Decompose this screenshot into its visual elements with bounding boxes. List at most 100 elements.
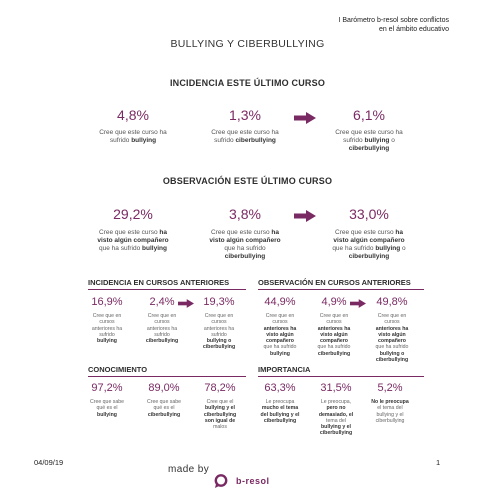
desc-strong: bullying	[97, 338, 117, 345]
observacion-total-desc: Cree que este curso ha visto algún compa…	[314, 229, 424, 261]
desc-strong: visto algún	[266, 331, 294, 338]
desc-line: Cree que sabe	[146, 399, 182, 405]
desc-strong: ciberbullying	[317, 350, 351, 357]
desc-line: visto algún	[369, 332, 415, 338]
heading-underline	[258, 289, 424, 290]
desc-text: que ha sufrido	[332, 245, 376, 252]
desc-line: que ha sufrido bullying o	[314, 245, 424, 253]
desc-line: anteriores ha	[257, 326, 303, 332]
desc-line: anteriores ha	[91, 325, 123, 332]
desc-line: bullying	[84, 338, 130, 344]
desc-line: compañero	[311, 338, 357, 344]
desc-strong: ciberbullying	[348, 145, 390, 152]
desc-line: bullying y el	[197, 405, 243, 411]
observacion-ciberbullying-value: 3,8%	[229, 206, 261, 222]
footer-date: 04/09/19	[34, 458, 64, 467]
desc-line: Cree que en	[319, 313, 349, 319]
desc-line: Cree que en	[204, 313, 234, 319]
obs-anteriores-bullying-desc: Cree que en cursos anteriores ha visto a…	[257, 313, 303, 357]
desc-line: demasiado, el	[313, 412, 359, 418]
desc-strong: ha	[395, 229, 403, 236]
desc-text: Cree que este curso	[211, 229, 272, 236]
desc-strong: bullying	[270, 350, 290, 357]
desc-line: visto algún compañero	[78, 237, 188, 245]
obs-anteriores-total-value: 49,8%	[376, 296, 408, 308]
conocimiento-heading: CONOCIMIENTO	[88, 365, 148, 374]
importancia-poco-value: 31,5%	[320, 382, 352, 394]
conocimiento-ciberbullying-value: 89,0%	[148, 382, 180, 394]
incidencia-total-value: 6,1%	[353, 107, 385, 123]
desc-strong: pero no	[326, 405, 346, 412]
desc-strong: ciberbullying	[145, 338, 179, 345]
desc-strong: visto algún	[320, 331, 348, 338]
desc-text: Cree que este curso	[335, 229, 396, 236]
desc-strong: ciberbullying	[202, 344, 236, 351]
conocimiento-bullying-value: 97,2%	[91, 382, 123, 394]
desc-line: ciberbullying	[141, 412, 187, 418]
desc-line: Cree que en	[265, 313, 295, 319]
desc-line: ciberbullying	[139, 338, 185, 344]
desc-text: sufrido	[214, 137, 236, 144]
conocimiento-igual-desc: Cree que el bullying y el ciberbullying …	[197, 399, 243, 430]
made-by-label: made by	[168, 464, 210, 475]
conocimiento-ciberbullying-desc: Cree que sabe qué es el ciberbullying	[141, 399, 187, 418]
desc-line: sufrido	[99, 331, 115, 338]
desc-text: o	[389, 137, 395, 144]
desc-strong: ciberbullying	[224, 253, 266, 260]
desc-line: bullying	[257, 351, 303, 357]
desc-line: anteriores ha	[146, 325, 178, 332]
desc-strong: visto algún compañero	[97, 237, 169, 244]
importancia-nada-desc: No le preocupa el tema del bullying y el…	[367, 399, 413, 424]
inc-anteriores-bullying-value: 16,9%	[91, 296, 123, 308]
desc-line: Cree que este curso ha	[211, 129, 279, 136]
incidencia-ciberbullying-desc: Cree que este curso ha sufrido ciberbull…	[190, 129, 300, 145]
desc-line: del bullying y el	[257, 412, 303, 418]
desc-line: bullying o	[196, 338, 242, 344]
desc-line: ciberbullying	[375, 417, 405, 424]
desc-line: que ha sufrido	[317, 344, 351, 351]
report-header-line2: en el ámbito educativo	[378, 26, 449, 33]
observacion-ciberbullying-desc: Cree que este curso ha visto algún compa…	[190, 229, 300, 261]
desc-strong: compañero	[320, 338, 348, 345]
desc-strong: compañero	[378, 338, 406, 345]
desc-strong: No le preocupa	[371, 399, 409, 405]
desc-line: que ha sufrido	[190, 245, 300, 253]
desc-line: sufrido	[154, 331, 170, 338]
desc-line: tema del	[326, 417, 346, 424]
desc-strong: ciberbullying	[348, 253, 390, 260]
page-title: BULLYING Y CIBERBULLYING	[170, 38, 325, 50]
heading-underline	[258, 376, 424, 377]
report-header-line1: I Barómetro b-resol sobre conflictos	[338, 17, 450, 24]
desc-line: cursos	[154, 319, 170, 326]
desc-line: visto algún compañero	[190, 237, 300, 245]
obs-anteriores-total-desc: Cree que en cursos anteriores ha visto a…	[369, 313, 415, 363]
desc-line: visto algún compañero	[314, 237, 424, 245]
arrow-right-icon	[294, 112, 316, 124]
desc-line: Cree que este curso ha	[314, 229, 424, 237]
desc-strong: bullying	[375, 245, 401, 252]
desc-line: Cree que este curso ha	[335, 129, 403, 136]
desc-line: que ha sufrido	[263, 344, 297, 351]
inc-anteriores-bullying-desc: Cree que en cursos anteriores ha sufrido…	[84, 313, 130, 344]
desc-text: o	[400, 245, 406, 252]
report-header: I Barómetro b-resol sobre conflictos en …	[274, 16, 450, 34]
desc-line: cursos	[211, 319, 227, 326]
arrow-right-icon	[350, 299, 366, 308]
desc-line: sufrido ciberbullying	[190, 137, 300, 145]
desc-line: sufrido bullying	[78, 137, 188, 145]
desc-strong: anteriores ha	[375, 325, 409, 332]
desc-strong: compañero	[266, 338, 294, 345]
incidencia-anteriores-heading: INCIDENCIA EN CURSOS ANTERIORES	[88, 278, 230, 287]
desc-line: ciberbullying	[196, 344, 242, 350]
desc-line: Cree que en	[92, 313, 122, 319]
desc-line: son igual de	[197, 418, 243, 424]
desc-line: Cree que este curso ha	[99, 129, 167, 136]
desc-strong: bullying o	[206, 338, 232, 345]
desc-line: ciberbullying	[314, 253, 424, 261]
desc-strong: visto algún compañero	[333, 237, 405, 244]
desc-strong: ciberbullying	[203, 411, 237, 418]
desc-strong: bullying y el	[205, 405, 235, 412]
importancia-mucho-value: 63,3%	[264, 382, 296, 394]
desc-line: Cree que en	[147, 313, 177, 319]
desc-strong: anteriores ha	[263, 325, 297, 332]
